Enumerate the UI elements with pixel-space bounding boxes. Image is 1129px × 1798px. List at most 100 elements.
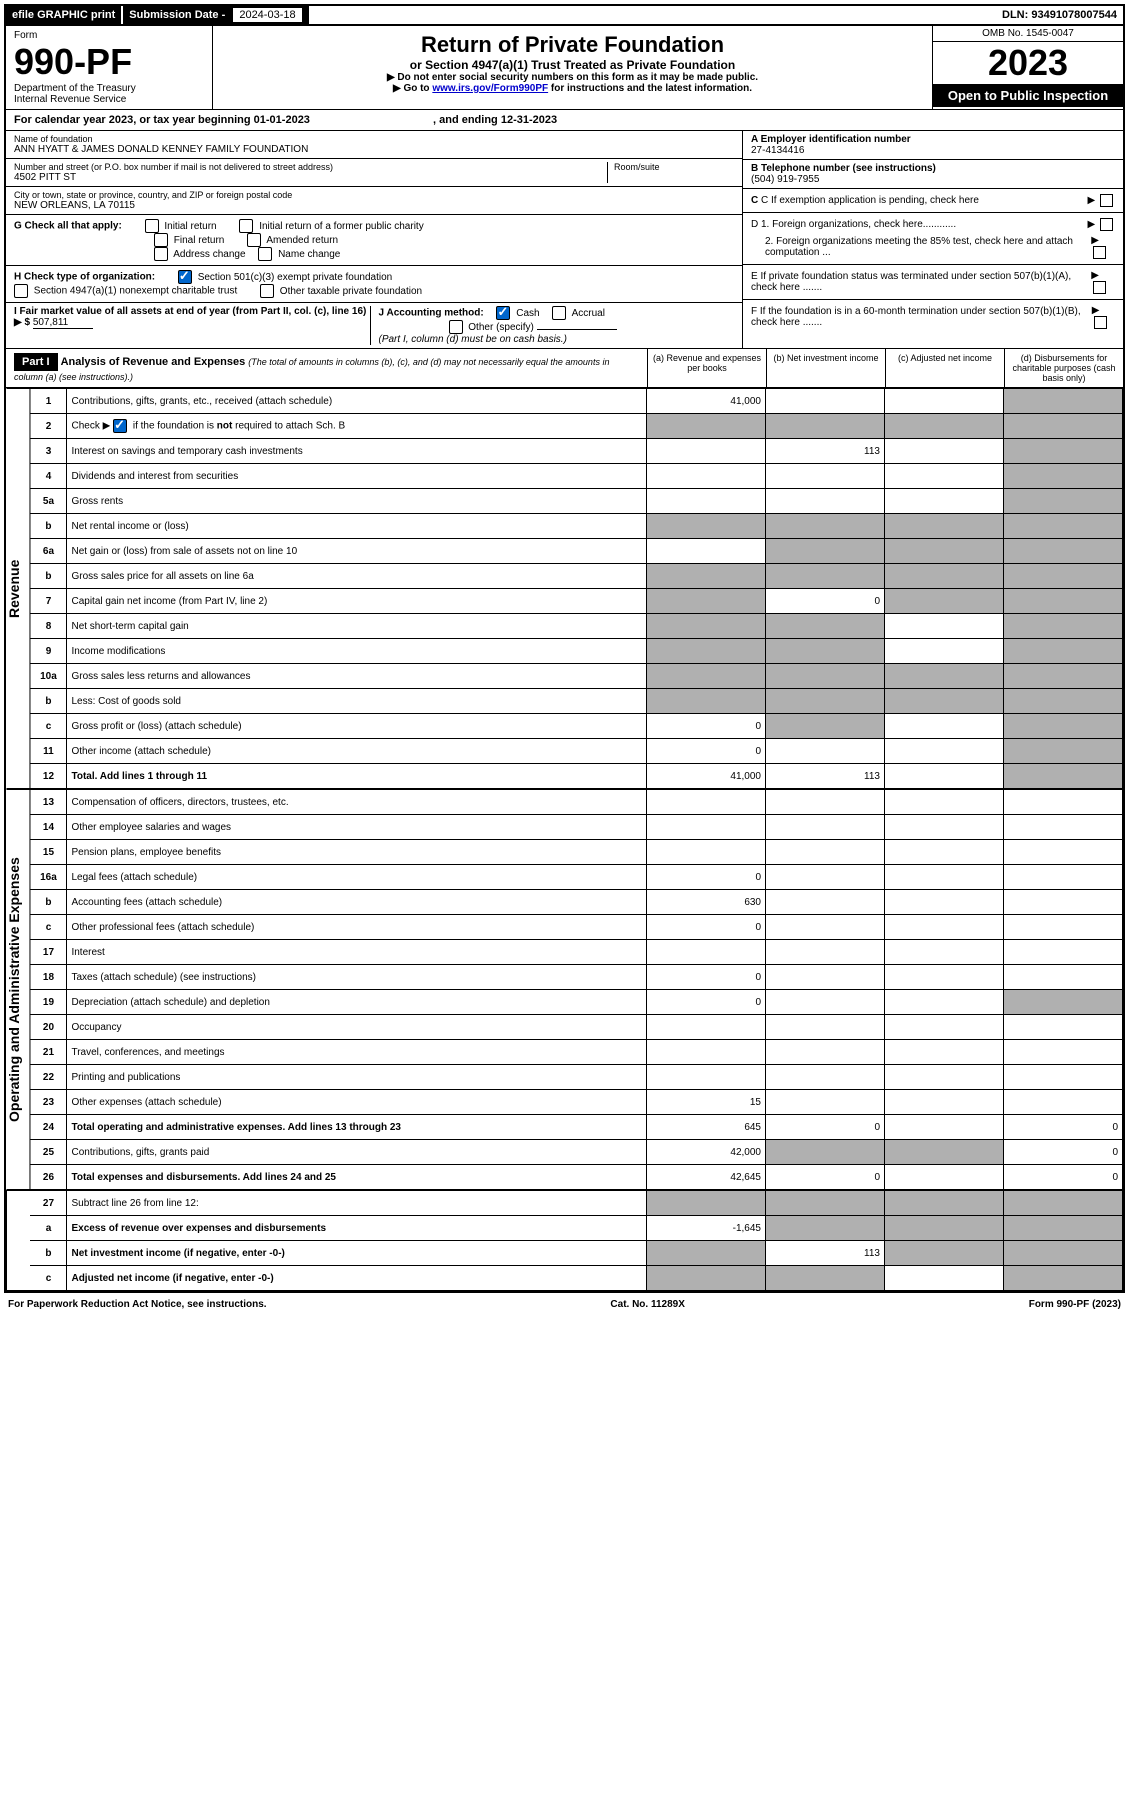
cell-c — [885, 414, 1004, 439]
cb-d1[interactable] — [1100, 218, 1113, 231]
cell-b — [766, 414, 885, 439]
line-number: 15 — [30, 840, 67, 865]
cell-a: 0 — [647, 739, 766, 764]
form-word: Form — [14, 30, 204, 41]
cb-initial[interactable] — [145, 219, 159, 233]
foundation-city: NEW ORLEANS, LA 70115 — [14, 200, 734, 211]
cb-initial-former[interactable] — [239, 219, 253, 233]
line-number: 17 — [30, 940, 67, 965]
cell-d — [1004, 539, 1123, 564]
cb-4947[interactable] — [14, 284, 28, 298]
line-number: b — [30, 689, 67, 714]
irs-link[interactable]: www.irs.gov/Form990PF — [432, 83, 548, 94]
cell-d — [1004, 714, 1123, 739]
cell-a: 41,000 — [647, 764, 766, 789]
cell-b — [766, 539, 885, 564]
room-label: Room/suite — [614, 162, 734, 172]
line-desc: Other income (attach schedule) — [67, 739, 647, 764]
cell-d — [1004, 689, 1123, 714]
line-desc: Gross sales less returns and allowances — [67, 664, 647, 689]
cell-c — [885, 1266, 1004, 1291]
cell-b — [766, 564, 885, 589]
line-desc: Total expenses and disbursements. Add li… — [67, 1165, 647, 1190]
table-row: cGross profit or (loss) (attach schedule… — [30, 714, 1122, 739]
opt-name-change: Name change — [278, 249, 340, 260]
tax-year: 2023 — [933, 42, 1123, 84]
footer-left: For Paperwork Reduction Act Notice, see … — [8, 1299, 267, 1310]
cb-accrual[interactable] — [552, 306, 566, 320]
line-desc: Gross profit or (loss) (attach schedule) — [67, 714, 647, 739]
line-desc: Net rental income or (loss) — [67, 514, 647, 539]
cb-other-tax[interactable] — [260, 284, 274, 298]
cb-amended[interactable] — [247, 233, 261, 247]
cell-d — [1004, 489, 1123, 514]
instr2-pre: ▶ Go to — [393, 83, 432, 94]
cb-501c3[interactable] — [178, 270, 192, 284]
table-row: 23Other expenses (attach schedule)15 — [30, 1090, 1122, 1115]
cell-d — [1004, 664, 1123, 689]
cell-d — [1004, 1191, 1123, 1216]
cb-final[interactable] — [154, 233, 168, 247]
table-row: 15Pension plans, employee benefits — [30, 840, 1122, 865]
line-number: 11 — [30, 739, 67, 764]
cell-a — [647, 514, 766, 539]
cell-b — [766, 790, 885, 815]
cell-c — [885, 840, 1004, 865]
cell-a — [647, 564, 766, 589]
cb-cash[interactable] — [496, 306, 510, 320]
cell-b — [766, 1040, 885, 1065]
cell-d — [1004, 940, 1123, 965]
cell-a: -1,645 — [647, 1216, 766, 1241]
line-desc: Less: Cost of goods sold — [67, 689, 647, 714]
cell-a — [647, 589, 766, 614]
line-desc: Excess of revenue over expenses and disb… — [67, 1216, 647, 1241]
d1-label: D 1. Foreign organizations, check here..… — [751, 219, 956, 230]
expenses-table: 13Compensation of officers, directors, t… — [30, 789, 1123, 1190]
line-number: 1 — [30, 389, 67, 414]
section-g: G Check all that apply: Initial return I… — [6, 215, 742, 266]
a-label: A Employer identification number — [751, 134, 911, 145]
form-number: 990-PF — [14, 41, 204, 83]
cb-c[interactable] — [1100, 194, 1113, 207]
cell-b: 113 — [766, 764, 885, 789]
cell-c — [885, 1191, 1004, 1216]
cell-b — [766, 965, 885, 990]
opt-final: Final return — [174, 235, 225, 246]
cb-f[interactable] — [1094, 316, 1107, 329]
footer-right: Form 990-PF (2023) — [1029, 1299, 1121, 1310]
line-number: c — [30, 915, 67, 940]
cell-d — [1004, 1266, 1123, 1291]
cell-a: 0 — [647, 714, 766, 739]
cell-d: 0 — [1004, 1140, 1123, 1165]
cb-addr-change[interactable] — [154, 247, 168, 261]
cell-b — [766, 815, 885, 840]
cb-d2[interactable] — [1093, 246, 1106, 259]
table-row: 24Total operating and administrative exp… — [30, 1115, 1122, 1140]
cb-e[interactable] — [1093, 281, 1106, 294]
cell-d — [1004, 614, 1123, 639]
cell-a — [647, 1241, 766, 1266]
cb-schb[interactable] — [113, 419, 127, 433]
cell-b — [766, 1266, 885, 1291]
cell-c — [885, 589, 1004, 614]
cell-c — [885, 1065, 1004, 1090]
line-number: b — [30, 564, 67, 589]
table-row: 25Contributions, gifts, grants paid42,00… — [30, 1140, 1122, 1165]
f-label: F If the foundation is in a 60-month ter… — [751, 306, 1092, 328]
city-label: City or town, state or province, country… — [14, 190, 734, 200]
cb-other-method[interactable] — [449, 320, 463, 334]
cell-d — [1004, 639, 1123, 664]
col-b-header: (b) Net investment income — [766, 349, 885, 387]
line-desc: Total operating and administrative expen… — [67, 1115, 647, 1140]
cell-d — [1004, 389, 1123, 414]
table-row: 12Total. Add lines 1 through 1141,000113 — [30, 764, 1122, 789]
table-row: aExcess of revenue over expenses and dis… — [30, 1216, 1122, 1241]
efile-label: efile GRAPHIC print — [6, 6, 121, 24]
line-desc: Contributions, gifts, grants paid — [67, 1140, 647, 1165]
cell-c — [885, 614, 1004, 639]
submission-label: Submission Date - 2024-03-18 — [121, 6, 308, 24]
cell-d — [1004, 1241, 1123, 1266]
cb-name-change[interactable] — [258, 247, 272, 261]
table-row: 14Other employee salaries and wages — [30, 815, 1122, 840]
line-number: 25 — [30, 1140, 67, 1165]
